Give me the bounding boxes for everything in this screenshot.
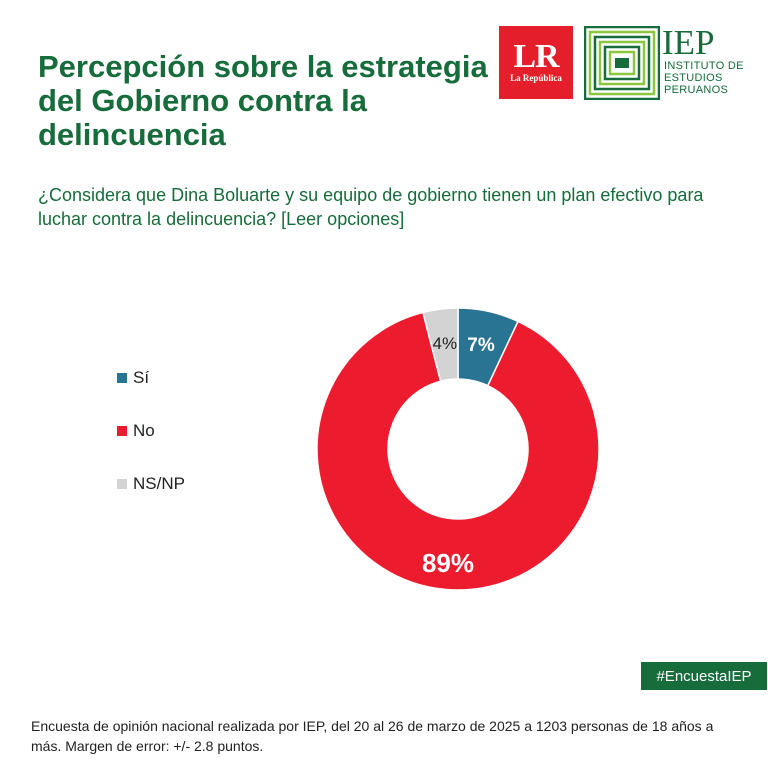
iep-logo: IEP INSTITUTO DE ESTUDIOS PERUANOS [584,23,744,100]
data-label-no: 89% [422,548,474,578]
data-label-nsnp: 4% [432,334,457,353]
chart-legend: Sí No NS/NP [117,366,185,525]
donut-slice-nsnp [422,307,459,383]
data-label-si: 7% [467,335,495,356]
iep-logo-main: IEP [662,23,715,62]
la-republica-logo-sub: La República [510,73,562,83]
legend-item-nsnp: NS/NP [117,472,185,495]
iep-logo-sub: INSTITUTO DE ESTUDIOS PERUANOS [664,60,744,96]
la-republica-logo: LR La República [499,26,573,99]
legend-label-no: No [133,420,155,440]
legend-swatch-si [117,372,127,383]
legend-label-nsnp: NS/NP [133,473,185,493]
legend-label-si: Sí [133,367,150,387]
survey-footnote: Encuesta de opinión nacional realizada p… [31,718,714,754]
la-republica-logo-main: LR [513,38,559,75]
legend-item-no: No [117,419,185,442]
chart-title: Percepción sobre la estrategia del Gobie… [38,49,488,152]
donut-slice-no [316,311,600,591]
survey-question: ¿Considera que Dina Boluarte y su equipo… [38,185,704,229]
iep-emblem-icon [584,26,660,100]
legend-swatch-nsnp [117,478,127,489]
legend-swatch-no [117,425,127,436]
legend-item-si: Sí [117,366,185,389]
hashtag-badge: #EncuestaIEP [641,662,767,690]
